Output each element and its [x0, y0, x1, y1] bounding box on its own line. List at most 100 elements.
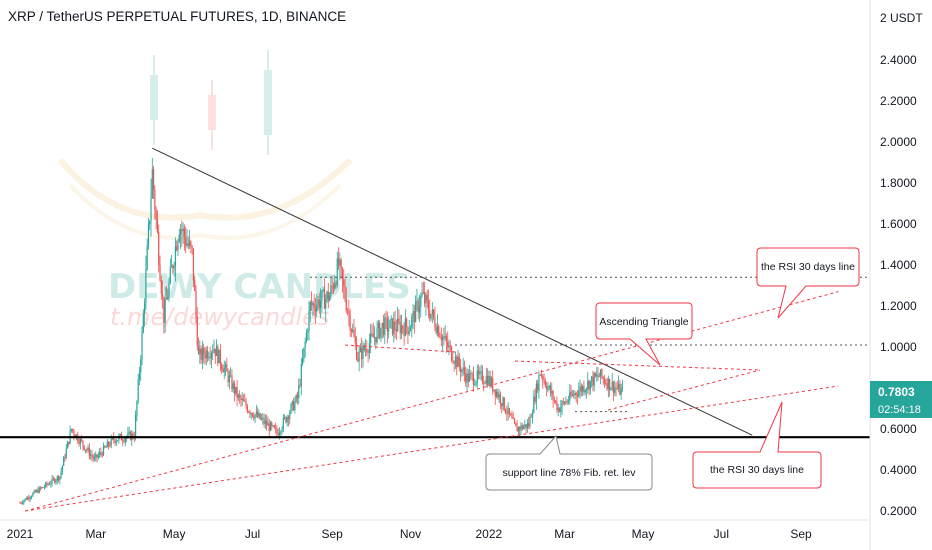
price-tick: 0.4000 [880, 463, 917, 477]
candle [223, 360, 225, 380]
candle [205, 346, 207, 366]
candle [339, 252, 341, 281]
candle [300, 357, 302, 396]
candle [318, 292, 320, 314]
candle [415, 295, 417, 323]
candle [480, 364, 482, 381]
candle [349, 308, 351, 337]
candle [526, 419, 528, 433]
candle [508, 407, 511, 418]
candle [246, 403, 248, 414]
candle [206, 345, 209, 363]
candle [335, 280, 337, 289]
candle [81, 434, 83, 443]
candle [411, 313, 413, 338]
candle [214, 348, 216, 365]
candle [145, 255, 147, 311]
candle [454, 351, 457, 370]
candle [305, 328, 308, 344]
candle [233, 380, 236, 402]
time-tick: Sep [321, 527, 343, 541]
candle [596, 366, 598, 382]
candle [262, 413, 264, 425]
candle [117, 439, 119, 442]
candle [213, 339, 215, 354]
candle [123, 437, 125, 444]
candle [380, 327, 382, 342]
candle [231, 369, 233, 392]
candle [350, 328, 353, 338]
candle [612, 381, 615, 402]
candle [524, 419, 526, 430]
candle [102, 442, 105, 457]
candle [105, 445, 107, 449]
candle [178, 228, 180, 244]
candle [560, 399, 562, 418]
candle [158, 224, 160, 273]
candle [108, 440, 110, 450]
candle [68, 441, 70, 447]
candle [230, 367, 232, 378]
candle [195, 285, 197, 324]
candle [384, 312, 386, 344]
candle [30, 495, 33, 500]
candle [235, 386, 237, 397]
candle [273, 424, 275, 429]
candle [219, 343, 221, 372]
price-tick: 2 USDT [880, 11, 923, 25]
price-tick: 0.6000 [880, 422, 917, 436]
candle [510, 412, 512, 416]
candle [47, 482, 49, 486]
candle [240, 394, 242, 407]
candle [533, 390, 535, 414]
candle [465, 366, 467, 387]
candle [371, 324, 373, 337]
time-axis[interactable]: 2021 Mar May Jul Sep Nov 2022 Mar May Jul Sep [0, 519, 870, 541]
candle [570, 385, 572, 399]
candle [616, 380, 618, 391]
candle [548, 384, 550, 391]
candle [194, 275, 196, 292]
candle [361, 337, 363, 369]
candle [359, 343, 362, 353]
candle [82, 440, 84, 451]
callout-rsi-bottom-text: the RSI 30 days line [710, 464, 804, 476]
candle [254, 414, 256, 423]
candle [501, 402, 503, 414]
candle [109, 441, 111, 448]
candle [503, 397, 505, 412]
candle [155, 206, 157, 230]
candle [264, 414, 266, 429]
candle [474, 378, 476, 386]
candle [227, 368, 229, 387]
candle [408, 319, 410, 336]
candle [341, 266, 344, 293]
candle [173, 261, 175, 277]
candle [557, 403, 559, 417]
candle [611, 372, 613, 392]
price-axis[interactable]: 0.20000.40000.60000.80001.00001.20001.40… [869, 0, 923, 550]
candle [307, 327, 309, 341]
candle [245, 397, 247, 410]
candle [436, 314, 439, 337]
candle [287, 415, 290, 427]
candle [55, 478, 57, 486]
candle [542, 373, 544, 389]
candle [357, 351, 359, 363]
candle [60, 467, 62, 480]
time-tick: 2022 [476, 527, 503, 541]
candle [381, 322, 383, 339]
candle [61, 465, 63, 475]
candle [25, 496, 28, 501]
candle [343, 269, 345, 299]
candle [309, 300, 311, 323]
price-tick: 1.2000 [880, 299, 917, 313]
candle [150, 178, 152, 237]
candle [403, 321, 405, 346]
candle [334, 274, 336, 291]
candle [79, 436, 81, 450]
candle [399, 314, 401, 340]
candle [398, 309, 400, 325]
candle [298, 378, 300, 405]
